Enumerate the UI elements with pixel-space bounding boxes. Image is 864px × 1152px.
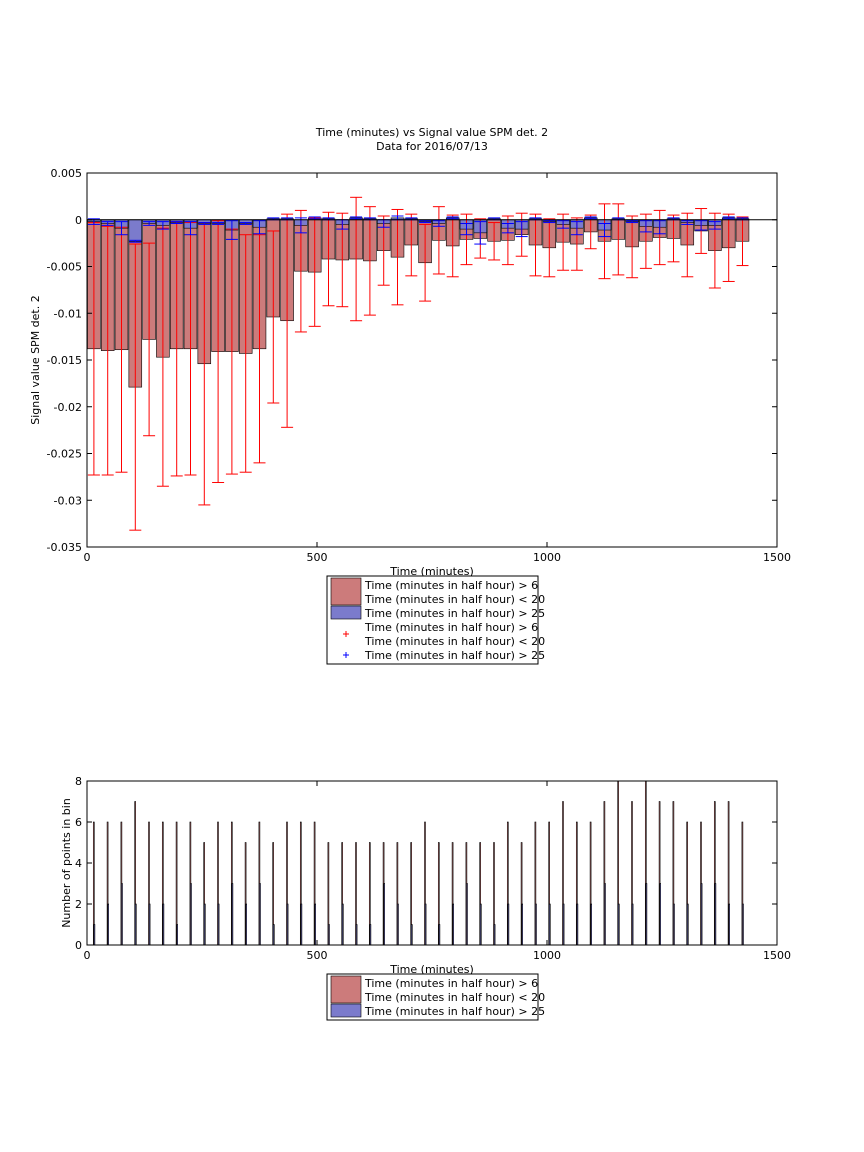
bar-s2-29 bbox=[479, 903, 482, 946]
legend-swatch-1 bbox=[330, 975, 362, 1004]
bar-s2-22 bbox=[383, 883, 386, 946]
bar-s2-23 bbox=[397, 903, 399, 946]
ytick-label: 6 bbox=[75, 816, 82, 829]
legend-label: Time (minutes in half hour) > 6 bbox=[364, 621, 538, 634]
legend-swatch-2 bbox=[330, 605, 362, 620]
bar-s2-44 bbox=[686, 903, 689, 946]
bar-s2-4 bbox=[135, 903, 137, 946]
bar-s2-7 bbox=[176, 924, 178, 946]
chart2-xlabel: Time (minutes) bbox=[389, 963, 474, 976]
bar-s2-40 bbox=[631, 903, 634, 946]
chart2-ylabel: Number of points in bin bbox=[60, 798, 73, 928]
bar-s2-32 bbox=[521, 903, 524, 946]
bar-s2-30 bbox=[493, 924, 496, 946]
bar-s2-19 bbox=[341, 903, 344, 946]
bar-s2-15 bbox=[286, 903, 289, 946]
xtick-label: 1500 bbox=[763, 949, 791, 962]
chart1-ylabel: Signal value SPM det. 2 bbox=[29, 295, 42, 425]
plot2-frame bbox=[86, 780, 778, 946]
legend-label: Time (minutes in half hour) < 20 bbox=[364, 593, 545, 606]
bar-s2-31 bbox=[507, 903, 510, 946]
legend-label: Time (minutes in half hour) > 25 bbox=[364, 607, 545, 620]
bar-s2-1 bbox=[93, 924, 96, 946]
legend-swatch-1 bbox=[330, 577, 362, 606]
bar-s2-47 bbox=[728, 903, 731, 946]
legend-label: Time (minutes in half hour) > 6 bbox=[364, 579, 538, 592]
bar-s2-5 bbox=[148, 903, 151, 946]
bar-s2-8 bbox=[190, 883, 192, 946]
bar-s2-41 bbox=[645, 883, 648, 946]
legend-label: Time (minutes in half hour) > 6 bbox=[364, 977, 538, 990]
chart1-subtitle: Data for 2016/07/13 bbox=[376, 140, 488, 153]
ytick-label: -0.025 bbox=[47, 448, 82, 461]
legend-box bbox=[326, 575, 539, 665]
ytick-label: 0.005 bbox=[51, 167, 83, 180]
xtick-label: 500 bbox=[307, 551, 328, 564]
bar-s2-39 bbox=[617, 903, 620, 946]
count-plot: 0 500 1000 1500 8 6 4 2 0 bbox=[75, 775, 791, 962]
xtick-label: 1000 bbox=[533, 949, 561, 962]
bar-s2-4 bbox=[128, 219, 143, 242]
bar-s2-45 bbox=[700, 883, 703, 946]
bar-s2-42 bbox=[659, 883, 662, 946]
ytick-label: 0 bbox=[75, 214, 82, 227]
ytick-label: -0.03 bbox=[54, 494, 82, 507]
ytick-label: -0.015 bbox=[47, 354, 82, 367]
xtick-label: 500 bbox=[307, 949, 328, 962]
plot1-frame bbox=[86, 172, 778, 548]
legend-label: Time (minutes in half hour) > 25 bbox=[364, 649, 545, 662]
bar-s2-16 bbox=[300, 903, 303, 946]
chart1-title: Time (minutes) vs Signal value SPM det. … bbox=[315, 126, 548, 139]
xtick-label: 1000 bbox=[533, 551, 561, 564]
bar-s2-38 bbox=[604, 883, 606, 946]
bar-s2-28 bbox=[466, 883, 468, 946]
ytick-label: -0.005 bbox=[47, 261, 82, 274]
bar-s2-12 bbox=[245, 903, 247, 946]
legend-swatch-2 bbox=[330, 1003, 362, 1018]
bar-s2-6 bbox=[162, 903, 165, 946]
bar-s2-25 bbox=[424, 903, 427, 946]
bar-s2-46 bbox=[714, 883, 717, 946]
bar-s2-43 bbox=[673, 903, 675, 946]
bar-s2-37 bbox=[590, 903, 593, 946]
ytick-label: 8 bbox=[75, 775, 82, 788]
ytick-label: -0.01 bbox=[54, 307, 82, 320]
xtick-label: 1500 bbox=[763, 551, 791, 564]
chart1-xlabel: Time (minutes) bbox=[389, 565, 474, 578]
ytick-label: 0 bbox=[75, 939, 82, 952]
bar-s2-3 bbox=[121, 883, 123, 946]
bar-s2-11 bbox=[231, 883, 234, 946]
xtick-label: 0 bbox=[84, 949, 91, 962]
signal-plot: 0 500 1000 1500 0.005 0 -0.005 -0.01 -0.015 -0.02… bbox=[47, 167, 791, 564]
bar-s2-20 bbox=[355, 924, 358, 946]
bar-s2-27 bbox=[452, 903, 455, 946]
bar-s2-33 bbox=[535, 903, 537, 946]
bar-s2-9 bbox=[204, 903, 206, 946]
bar-s2-34 bbox=[548, 903, 551, 946]
bar-s2-17 bbox=[314, 903, 317, 946]
xtick-label: 0 bbox=[84, 551, 91, 564]
ytick-label: 4 bbox=[75, 857, 82, 870]
bar-s2-21 bbox=[369, 924, 372, 946]
bar-s2-14 bbox=[272, 924, 275, 946]
bar-s2-13 bbox=[259, 883, 261, 946]
bar-s2-10 bbox=[217, 903, 220, 946]
legend-label: Time (minutes in half hour) > 25 bbox=[364, 1005, 545, 1018]
bar-s2-18 bbox=[328, 924, 330, 946]
ytick-label: 2 bbox=[75, 898, 82, 911]
bar-s2-26 bbox=[438, 924, 441, 946]
ytick-label: -0.02 bbox=[54, 401, 82, 414]
bar-s2-35 bbox=[562, 903, 565, 946]
legend-label: Time (minutes in half hour) < 20 bbox=[364, 635, 545, 648]
legend-box bbox=[326, 973, 539, 1021]
bar-s2-48 bbox=[742, 903, 744, 946]
legend-label: Time (minutes in half hour) < 20 bbox=[364, 991, 545, 1004]
bar-s2-24 bbox=[410, 924, 413, 946]
bar-s2-2 bbox=[107, 903, 109, 946]
ytick-label: -0.035 bbox=[47, 541, 82, 554]
bar-s2-36 bbox=[576, 903, 579, 946]
